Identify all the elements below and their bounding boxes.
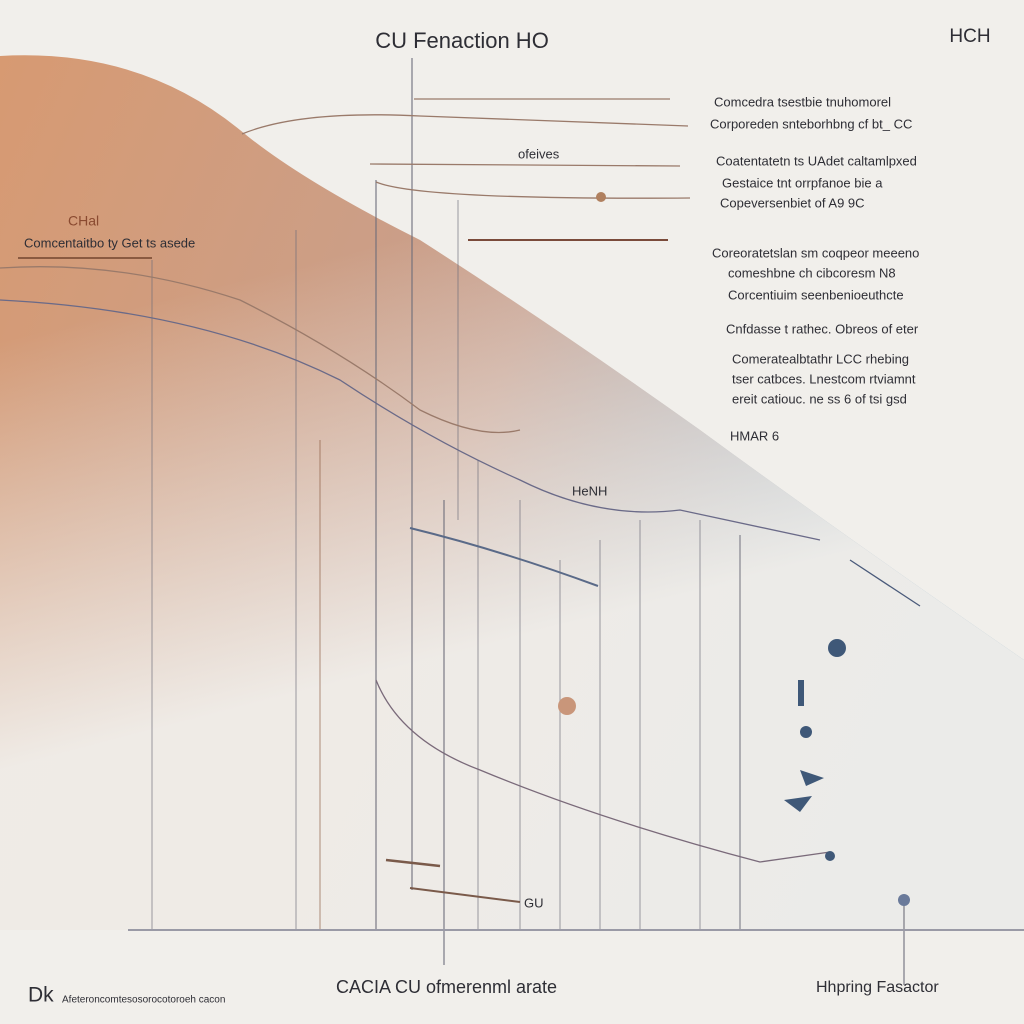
fade-overlay: [0, 55, 1024, 931]
left-title: CHal: [68, 213, 99, 229]
trend-line: [0, 299, 821, 541]
vertical-lines: [151, 58, 905, 985]
annotation: Copeversenbiet of A9 9C: [720, 195, 865, 210]
annotation: Corporeden snteborhbng cf bt_ CC: [710, 116, 912, 131]
annotation: Coatentatetn ts UAdet caltamlpxed: [716, 153, 917, 168]
leader-line: [241, 114, 689, 135]
annotation: Comcedra tsestbie tnuhomorel: [714, 94, 891, 109]
annotation: tser catbces. Lnestcom rtviamnt: [732, 371, 916, 386]
marker: [784, 796, 812, 812]
inline-label: ofeives: [518, 146, 560, 161]
marker: [558, 697, 576, 715]
annotation: HMAR 6: [730, 428, 779, 443]
title: CU Fenaction HO: [375, 28, 549, 53]
inline-label: HeNH: [572, 483, 607, 498]
leader-line: [369, 163, 681, 167]
annotation: Coreoratetslan sm coqpeor meeeno: [712, 245, 919, 260]
footer-note: Afeteroncomtesosorocotoroeh cacon: [62, 995, 225, 1006]
leader-line: [375, 181, 691, 199]
marker: [800, 770, 824, 786]
leader-lines: [0, 98, 921, 903]
left-text: Comcentaitbo ty Get ts asede: [24, 235, 195, 250]
markers: [558, 192, 910, 906]
leader-line: [849, 559, 921, 607]
footer-center: CACIA CU ofmerenml arate: [336, 977, 557, 997]
marker: [825, 851, 835, 861]
inline-label: GU: [524, 895, 544, 910]
leader-line: [409, 887, 521, 903]
footer-right: Hhpring Fasactor: [816, 979, 939, 996]
marker: [828, 639, 846, 657]
annotation: Comeratealbtathr LCC rhebing: [732, 351, 909, 366]
leader-line: [385, 858, 441, 868]
annotation: Cnfdasse t rathec. Obreos of eter: [726, 321, 919, 336]
trend-line: [0, 266, 521, 434]
annotation: ereit catiouc. ne ss 6 of tsi gsd: [732, 391, 907, 406]
corner-label: HCH: [949, 26, 990, 47]
marker: [798, 680, 804, 706]
annotation: comeshbne ch cibcoresm N8: [728, 265, 896, 280]
trend-line: [375, 679, 831, 863]
annotation: Gestaice tnt orrpfanoe bie a: [722, 175, 883, 190]
marker: [898, 894, 910, 906]
marker: [800, 726, 812, 738]
footer-logo: Dk: [28, 984, 54, 1007]
annotation: Corcentiuim seenbenioeuthcte: [728, 287, 904, 302]
trend-line: [409, 527, 599, 587]
marker: [596, 192, 606, 202]
